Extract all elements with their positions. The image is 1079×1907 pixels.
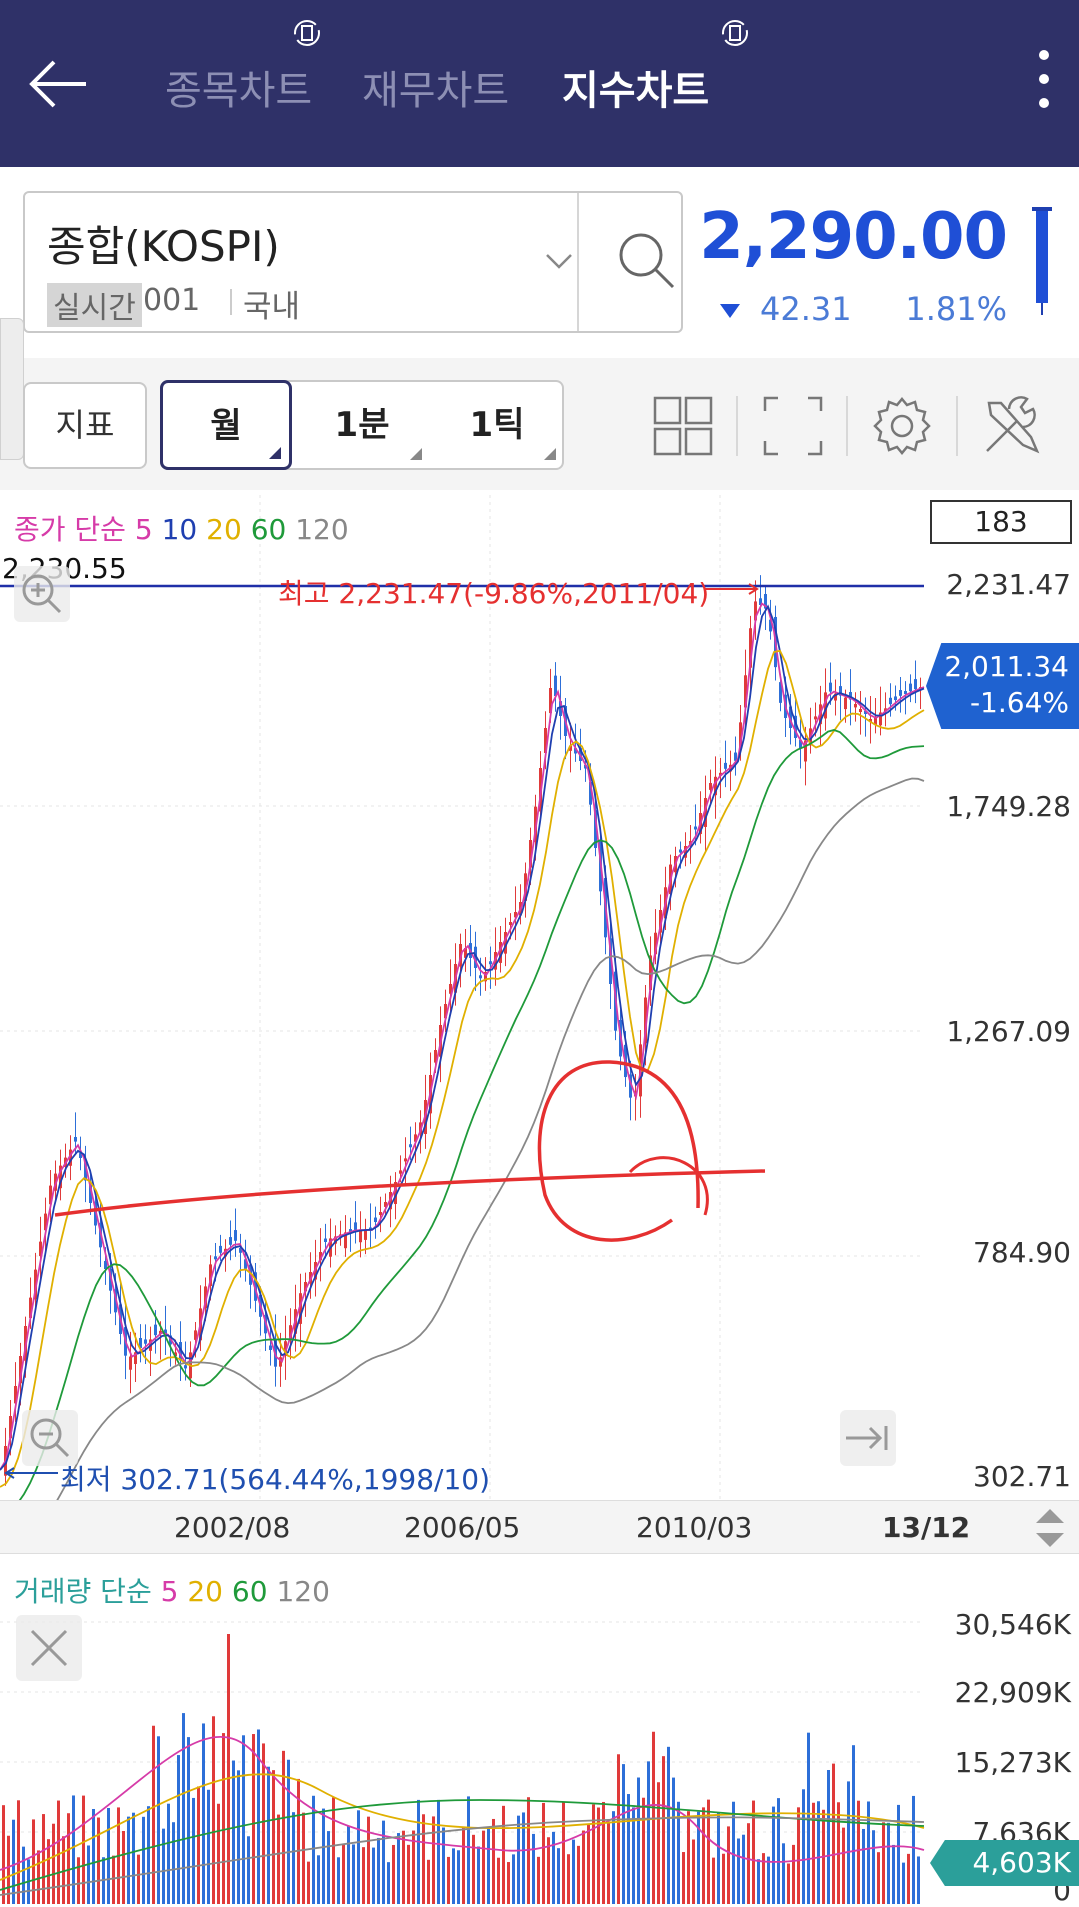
close-icon[interactable]: [16, 1615, 82, 1681]
down-triangle-icon: [720, 304, 740, 318]
legend-prefix: 종가 단순: [14, 513, 126, 546]
layout-grid-icon[interactable]: [652, 395, 714, 457]
zoom-in-icon[interactable]: [14, 566, 70, 622]
symbol-region: 국내: [243, 289, 301, 325]
x-axis-label: 2006/05: [404, 1511, 521, 1544]
volume-y-label: 30,546K: [954, 1608, 1071, 1641]
volume-y-label: 22,909K: [954, 1676, 1071, 1709]
more-menu-icon[interactable]: [1029, 50, 1059, 120]
period-option-1min[interactable]: 1분: [294, 382, 430, 468]
jump-to-end-icon[interactable]: [840, 1410, 896, 1466]
search-icon[interactable]: [615, 229, 679, 293]
y-axis-label: 1,749.28: [946, 790, 1071, 823]
x-axis[interactable]: 2002/08 2006/05 2010/03 13/12: [0, 1500, 1079, 1554]
zoom-out-icon[interactable]: [22, 1410, 78, 1466]
divider: [577, 193, 579, 331]
volume-legend: 거래량 단순 5 20 60 120: [14, 1570, 330, 1610]
x-axis-label: 2010/03: [636, 1511, 753, 1544]
y-axis-label: 1,267.09: [946, 1015, 1071, 1048]
price-change-pct: 1.81%: [905, 290, 1007, 328]
fullscreen-icon[interactable]: [762, 395, 824, 457]
arrow-right-icon: [705, 583, 759, 595]
legend-prefix: 거래량 단순: [14, 1575, 152, 1608]
app-header: 종목차트 재무차트 지수차트: [0, 0, 1079, 167]
tab-stock-chart[interactable]: 종목차트: [165, 68, 313, 114]
divider: [230, 289, 232, 315]
settings-gear-icon[interactable]: [871, 395, 933, 457]
price-chart[interactable]: [0, 490, 1079, 1500]
indicator-button[interactable]: 지표: [23, 382, 147, 469]
rotate-badge-icon: [722, 20, 748, 46]
y-axis-label: 302.71: [973, 1460, 1071, 1493]
price-change: 42.31: [760, 290, 852, 328]
back-arrow-icon[interactable]: [28, 52, 92, 116]
price-legend: 종가 단순 5 10 20 60 120: [14, 508, 349, 548]
realtime-tag: 실시간: [47, 283, 142, 327]
symbol-name: 종합(KOSPI): [47, 222, 280, 271]
x-axis-label: 2002/08: [174, 1511, 291, 1544]
low-annotation: 최저 302.71(564.44%,1998/10): [60, 1463, 491, 1496]
current-price: 2,290.00: [699, 200, 1008, 274]
x-axis-label: 13/12: [882, 1511, 971, 1544]
tab-financial-chart[interactable]: 재무차트: [362, 68, 510, 114]
period-option-1tick[interactable]: 1틱: [430, 382, 564, 468]
y-axis-label: 2,231.47: [946, 568, 1071, 601]
current-volume-tag: 4,603K: [930, 1840, 1079, 1886]
legend-ma5: 5: [134, 513, 153, 546]
tab-index-chart[interactable]: 지수차트: [562, 68, 710, 114]
arrow-left-icon: [4, 1467, 58, 1479]
volume-chart[interactable]: [0, 1556, 1079, 1904]
current-value-tag: 2,011.34 -1.64%: [926, 643, 1079, 729]
legend-vma60: 60: [231, 1575, 268, 1608]
price-candle-icon: [1032, 207, 1052, 315]
period-selector: 월 1분 1틱: [160, 380, 564, 470]
legend-ma120: 120: [295, 513, 349, 546]
symbol-code: 001: [143, 283, 201, 318]
period-option-month[interactable]: 월: [160, 380, 292, 470]
legend-vma5: 5: [160, 1575, 179, 1608]
side-drawer-handle[interactable]: [0, 318, 24, 460]
volume-y-label: 15,273K: [954, 1746, 1071, 1779]
high-annotation: 최고 2,231.47(-9.86%,2011/04): [278, 577, 710, 610]
rotate-badge-icon: [294, 20, 320, 46]
legend-ma60: 60: [250, 513, 287, 546]
legend-ma20: 20: [206, 513, 242, 546]
current-value: 2,011.34: [944, 650, 1069, 683]
legend-ma10: 10: [161, 513, 198, 546]
annotation-circle: [54, 1060, 766, 1242]
scroll-updown-icon[interactable]: [1032, 1505, 1068, 1551]
current-pct: -1.64%: [969, 686, 1069, 719]
symbol-selector[interactable]: 종합(KOSPI) 실시간 001 국내: [23, 191, 683, 333]
chevron-down-icon[interactable]: [545, 251, 573, 271]
bar-count[interactable]: 183: [930, 500, 1072, 544]
legend-vma20: 20: [187, 1575, 223, 1608]
tools-icon[interactable]: [981, 395, 1043, 457]
legend-vma120: 120: [276, 1575, 330, 1608]
y-axis-label: 784.90: [973, 1236, 1071, 1269]
